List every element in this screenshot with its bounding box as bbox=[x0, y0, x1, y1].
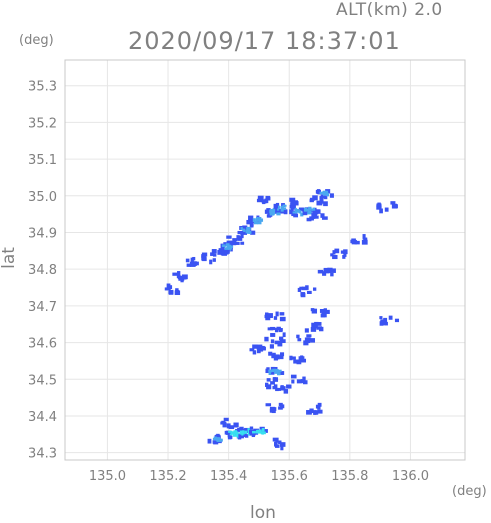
x-tick-label: 135.6 bbox=[271, 469, 308, 484]
echo-cell bbox=[296, 334, 316, 346]
x-axis-unit: (deg) bbox=[452, 484, 487, 499]
y-tick-label: 34.8 bbox=[28, 263, 57, 278]
echo-cell bbox=[265, 366, 285, 376]
y-axis-unit: (deg) bbox=[19, 33, 54, 48]
x-tick-label: 135.4 bbox=[210, 469, 247, 484]
echo-cell bbox=[264, 336, 286, 349]
axis-ticks: 135.0 135.2 135.4 135.6 135.8 136.0 34.3 34.4 34… bbox=[28, 80, 429, 484]
x-tick-label: 135.2 bbox=[149, 469, 186, 484]
echo-cell bbox=[220, 417, 239, 430]
echo-cell bbox=[273, 202, 288, 215]
echo-cell bbox=[268, 351, 285, 361]
echo-cell bbox=[297, 285, 317, 298]
echo-cell bbox=[306, 210, 328, 222]
plot-frame bbox=[64, 59, 466, 461]
echo-cell bbox=[376, 201, 398, 214]
y-tick-label: 34.7 bbox=[28, 300, 57, 315]
echo-cell bbox=[267, 326, 286, 338]
echo-cell bbox=[302, 206, 321, 216]
x-tick-label: 135.0 bbox=[89, 469, 126, 484]
altitude-label: ALT(km) 2.0 bbox=[336, 0, 443, 20]
echo-cell bbox=[201, 252, 217, 265]
echo-cell bbox=[304, 321, 324, 333]
echo-field bbox=[164, 189, 400, 451]
x-tick-label: 135.8 bbox=[331, 469, 368, 484]
x-tick-label: 136.0 bbox=[392, 469, 429, 484]
y-tick-label: 34.4 bbox=[28, 410, 57, 425]
echo-cell bbox=[172, 271, 188, 283]
echo-cell bbox=[249, 344, 266, 355]
echo-cell bbox=[246, 215, 264, 228]
echo-cell bbox=[265, 402, 285, 414]
echo-cell bbox=[306, 402, 323, 415]
echo-cell bbox=[289, 355, 307, 365]
y-tick-label: 35.3 bbox=[28, 80, 57, 95]
grid-lines bbox=[65, 60, 465, 460]
echo-cell bbox=[272, 437, 286, 451]
y-tick-label: 35.2 bbox=[28, 116, 57, 131]
y-tick-label: 34.6 bbox=[28, 337, 57, 352]
echo-cell bbox=[264, 311, 286, 322]
echo-cell bbox=[310, 308, 330, 318]
y-tick-label: 35.0 bbox=[28, 190, 57, 205]
timestamp-title: 2020/09/17 18:37:01 bbox=[128, 27, 401, 55]
echo-cell bbox=[249, 426, 268, 438]
echo-cell bbox=[226, 233, 245, 246]
y-tick-label: 34.9 bbox=[28, 226, 57, 241]
echo-cell bbox=[164, 283, 181, 296]
echo-cell bbox=[272, 384, 292, 394]
echo-cell bbox=[315, 189, 334, 200]
echo-cell bbox=[330, 248, 348, 260]
echo-cell bbox=[290, 374, 308, 385]
y-tick-label: 34.3 bbox=[28, 447, 57, 462]
echo-cell bbox=[317, 267, 336, 277]
echo-cell bbox=[207, 433, 223, 445]
x-axis-label: lon bbox=[250, 503, 276, 523]
y-tick-label: 35.1 bbox=[28, 153, 57, 168]
y-tick-label: 34.5 bbox=[28, 373, 57, 388]
echo-cell bbox=[256, 195, 271, 205]
echo-cell bbox=[379, 315, 400, 326]
echo-cell bbox=[211, 248, 230, 256]
echo-cell bbox=[350, 234, 368, 245]
echo-cell bbox=[185, 256, 199, 267]
echo-cell bbox=[237, 225, 256, 235]
echo-cell bbox=[289, 197, 299, 210]
echo-cell bbox=[220, 241, 240, 253]
